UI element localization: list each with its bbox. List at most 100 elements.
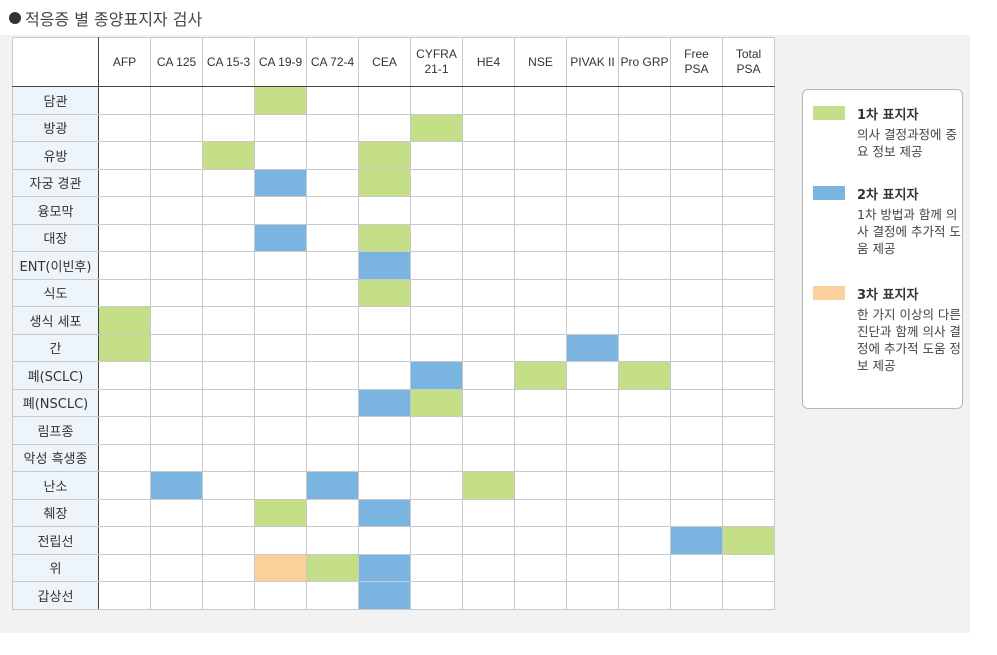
table-cell [202, 168, 255, 197]
table-cell [306, 498, 359, 527]
table-cell [150, 498, 203, 527]
column-header: PIVAK II [566, 37, 619, 87]
marker-cell-level-2 [670, 526, 723, 555]
legend-swatch-green [813, 106, 845, 120]
table-cell [202, 86, 255, 115]
table-cell [98, 86, 151, 115]
table-cell [150, 361, 203, 390]
table-cell [98, 416, 151, 445]
table-cell [254, 526, 307, 555]
table-cell [670, 443, 723, 472]
table-cell [514, 581, 567, 610]
table-cell [514, 471, 567, 500]
table-cell [566, 443, 619, 472]
table-cell [306, 278, 359, 307]
table-cell [202, 278, 255, 307]
marker-cell-level-1 [358, 141, 411, 170]
marker-cell-level-1 [202, 141, 255, 170]
table-cell [462, 416, 515, 445]
table-cell [202, 416, 255, 445]
row-label: 폐(NSCLC) [12, 388, 99, 417]
table-cell [410, 553, 463, 582]
table-cell [566, 113, 619, 142]
table-cell [670, 113, 723, 142]
table-cell [202, 113, 255, 142]
table-cell [670, 223, 723, 252]
column-header: CYFRA 21-1 [410, 37, 463, 87]
column-header: AFP [98, 37, 151, 87]
table-cell [462, 168, 515, 197]
table-row: 융모막 [12, 196, 775, 225]
table-cell [202, 251, 255, 280]
table-cell [306, 223, 359, 252]
table-cell [618, 388, 671, 417]
table-cell [254, 443, 307, 472]
table-cell [462, 581, 515, 610]
table-cell [98, 278, 151, 307]
legend-name: 2차 표지자 [857, 188, 919, 203]
column-header: CA 19-9 [254, 37, 307, 87]
table-cell [566, 278, 619, 307]
marker-cell-level-1 [98, 306, 151, 335]
legend: 1차 표지자 의사 결정과정에 중요 정보 제공 2차 표지자 1차 방법과 함… [802, 89, 963, 409]
table-cell [566, 223, 619, 252]
table-cell [150, 388, 203, 417]
table-cell [150, 168, 203, 197]
marker-cell-level-1 [410, 113, 463, 142]
table-cell [618, 113, 671, 142]
row-label: 식도 [12, 278, 99, 307]
table-cell [462, 196, 515, 225]
table-cell [618, 581, 671, 610]
table-cell [722, 196, 775, 225]
table-cell [306, 141, 359, 170]
marker-cell-level-1 [358, 278, 411, 307]
marker-cell-level-2 [254, 168, 307, 197]
table-cell [722, 443, 775, 472]
column-header: Pro GRP [618, 37, 671, 87]
table-cell [254, 113, 307, 142]
table-cell [722, 553, 775, 582]
table-cell [462, 251, 515, 280]
page-title: 적응증 별 종양표지자 검사 [9, 8, 203, 29]
table-cell [306, 581, 359, 610]
marker-cell-level-2 [358, 581, 411, 610]
table-cell [98, 113, 151, 142]
table-cell [150, 141, 203, 170]
table-cell [254, 388, 307, 417]
table-cell [566, 168, 619, 197]
table-cell [514, 443, 567, 472]
marker-cell-level-2 [150, 471, 203, 500]
table-cell [150, 223, 203, 252]
table-cell [202, 471, 255, 500]
table-cell [98, 388, 151, 417]
table-cell [618, 526, 671, 555]
table-cell [722, 306, 775, 335]
row-label: 악성 흑생종 [12, 443, 99, 472]
table-cell [254, 141, 307, 170]
table-cell [358, 333, 411, 362]
table-row: 폐(NSCLC) [12, 388, 775, 417]
marker-cell-level-1 [358, 168, 411, 197]
table-cell [618, 196, 671, 225]
column-header: CA 72-4 [306, 37, 359, 87]
table-cell [462, 223, 515, 252]
marker-cell-level-1 [410, 388, 463, 417]
table-cell [358, 416, 411, 445]
row-label: 간 [12, 333, 99, 362]
legend-swatch-orange [813, 286, 845, 300]
table-cell [618, 86, 671, 115]
table-cell [358, 196, 411, 225]
page-title-text: 적응증 별 종양표지자 검사 [25, 10, 203, 29]
column-header: NSE [514, 37, 567, 87]
table-cell [410, 581, 463, 610]
column-header: HE4 [462, 37, 515, 87]
marker-cell-level-1 [462, 471, 515, 500]
table-cell [98, 196, 151, 225]
table-cell [358, 471, 411, 500]
table-cell [410, 526, 463, 555]
table-cell [306, 168, 359, 197]
table-cell [410, 278, 463, 307]
bullet-icon [9, 12, 21, 24]
table-cell [722, 416, 775, 445]
legend-description: 1차 방법과 함께 의사 결정에 추가적 도움 제공 [857, 207, 961, 256]
